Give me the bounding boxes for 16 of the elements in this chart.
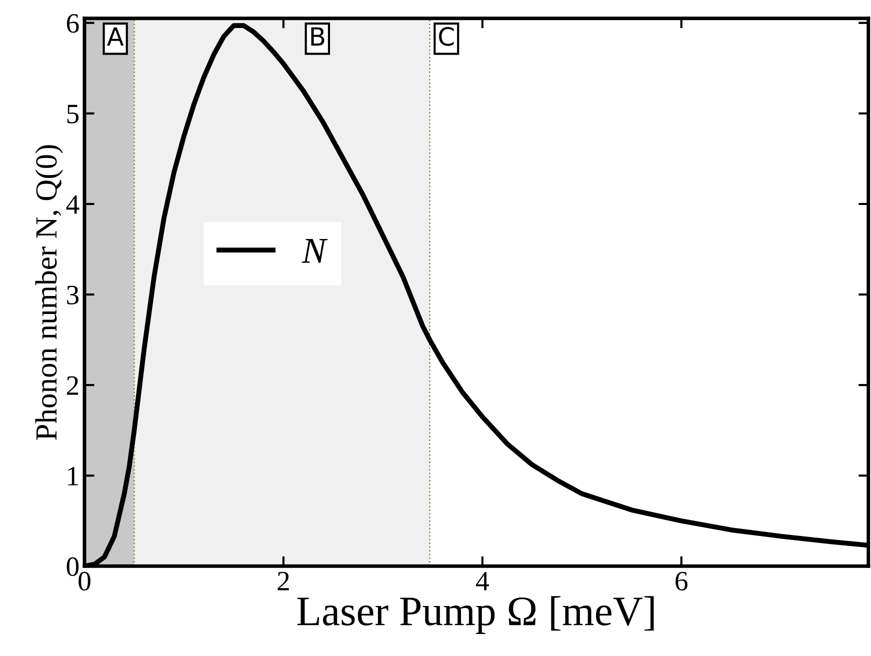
band-label: B xyxy=(311,27,324,46)
x-tick-label: 6 xyxy=(676,572,688,591)
y-tick-label: 6 xyxy=(66,14,79,33)
y-tick-label: 2 xyxy=(66,376,78,395)
y-tick-label: 3 xyxy=(67,286,79,304)
y-tick-label: 5 xyxy=(67,104,79,124)
y-tick-label: 1 xyxy=(68,466,78,486)
x-tick-label: 4 xyxy=(476,572,489,590)
legend-label: N xyxy=(302,239,328,263)
y-tick-label: 0 xyxy=(66,557,79,576)
y-tick-label: 4 xyxy=(66,195,80,214)
x-axis-title: Laser Pump Ω [meV] xyxy=(297,596,654,634)
band-label: A xyxy=(106,27,124,46)
ref-line-label: C xyxy=(439,27,454,46)
x-tick-label: 2 xyxy=(278,572,289,590)
y-axis-title: Phonon number N, Q(0) xyxy=(35,145,63,440)
